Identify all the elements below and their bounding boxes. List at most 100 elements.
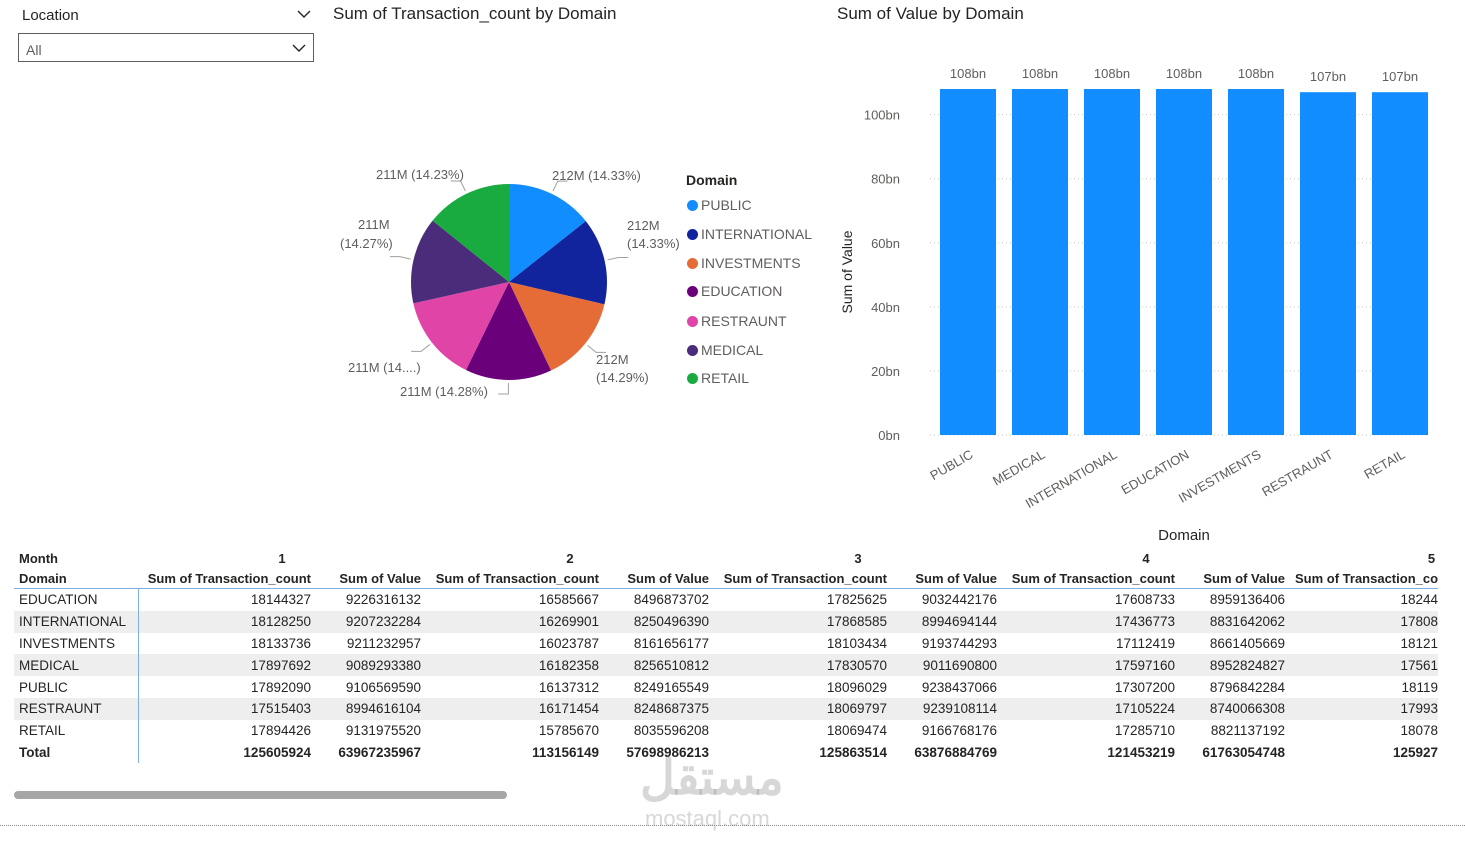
pie-leader-line xyxy=(552,180,568,192)
legend-item-medical[interactable]: MEDICAL xyxy=(687,342,763,358)
matrix-cell: 8035596208 xyxy=(633,723,709,739)
matrix-cell: 9239108114 xyxy=(892,697,1002,720)
matrix-total-cell: 125605924 xyxy=(243,744,311,760)
page-divider xyxy=(0,825,1465,826)
y-axis-title: Sum of Value xyxy=(839,230,855,313)
matrix-cell: 9226316132 xyxy=(345,592,421,608)
matrix-cell: 18144327 xyxy=(250,592,311,608)
bar-public[interactable] xyxy=(940,89,996,435)
watermark-url: mostaql.com xyxy=(645,806,770,831)
table-row[interactable]: MEDICAL 17897692 9089293380 16182358 8256510… xyxy=(14,654,1444,677)
x-tick-label: RETAIL xyxy=(1361,447,1407,482)
y-tick-label: 60bn xyxy=(871,236,900,251)
bar-investments[interactable] xyxy=(1228,89,1284,435)
legend-item-restraunt[interactable]: RESTRAUNT xyxy=(687,313,787,329)
matrix-cell: 17597160 xyxy=(1002,654,1180,677)
bar-chart-title: Sum of Value by Domain xyxy=(837,4,1024,23)
matrix-total-cell: 61763054748 xyxy=(1202,744,1285,760)
legend-label: EDUCATION xyxy=(701,283,783,299)
matrix-cell: 17436773 xyxy=(1002,610,1180,633)
pie-slice-investments[interactable] xyxy=(509,282,605,371)
watermark-logo: مستقل xyxy=(640,752,784,805)
matrix-cell: 17608733 xyxy=(1114,592,1175,608)
legend-item-international[interactable]: INTERNATIONAL xyxy=(687,226,812,242)
legend-item-investments[interactable]: INVESTMENTS xyxy=(687,255,801,271)
bar-medical[interactable] xyxy=(1012,89,1068,435)
matrix-cell: 18133736 xyxy=(250,635,311,651)
matrix-cell: 17808 xyxy=(1290,610,1444,633)
location-dropdown[interactable]: All xyxy=(18,33,314,62)
legend-item-public[interactable]: PUBLIC xyxy=(687,197,752,213)
matrix-cell: 9166768176 xyxy=(921,723,997,739)
matrix-cell: 18103434 xyxy=(826,635,887,651)
pie-leader-line xyxy=(389,256,411,260)
bar-retail[interactable] xyxy=(1372,92,1428,435)
pie-slice-education[interactable] xyxy=(465,282,552,380)
bar-restraunt[interactable] xyxy=(1300,92,1356,435)
pie-slice-retail[interactable] xyxy=(432,184,509,282)
bar-chart[interactable]: 0bn 20bn 40bn 60bn 80bn 100bn Sum of Value Doma… xyxy=(830,30,1450,550)
pie-slice-restraunt[interactable] xyxy=(413,282,509,371)
pie-legend-title: Domain xyxy=(686,172,738,188)
table-row[interactable]: RESTRAUNT 17515403 8994616104 16171454 82486… xyxy=(14,697,1444,720)
matrix-row-domain: RETAIL xyxy=(14,719,139,742)
bar-data-label: 108bn xyxy=(1094,66,1130,81)
table-row[interactable]: EDUCATION 18144327 9226316132 16585667 84968… xyxy=(14,588,1443,611)
table-row[interactable]: PUBLIC 17892090 9106569590 16137312 82491655… xyxy=(14,676,1443,698)
pie-slice-medical[interactable] xyxy=(411,220,509,304)
matrix-month-header: 3 xyxy=(854,550,862,566)
matrix-cell: 9011690800 xyxy=(892,654,1002,677)
matrix-cell: 16171454 xyxy=(426,697,604,720)
legend-dot-icon xyxy=(687,315,698,327)
matrix-cell: 16182358 xyxy=(426,654,604,677)
legend-label: RESTRAUNT xyxy=(701,313,787,329)
matrix-cell: 8496873702 xyxy=(633,592,709,608)
pie-leader-line xyxy=(498,382,509,395)
pie-label-international-value: 212M xyxy=(627,218,660,233)
pie-label-medical-percent: (14.27%) xyxy=(340,236,393,251)
matrix-cell: 8831642062 xyxy=(1180,610,1290,633)
matrix-cell: 16023787 xyxy=(538,635,599,651)
pie-label-public: 212M (14.33%) xyxy=(552,168,641,183)
x-tick-label: PUBLIC xyxy=(927,447,975,483)
horizontal-scrollbar-thumb[interactable] xyxy=(14,791,507,799)
matrix-row-domain: RESTRAUNT xyxy=(14,697,139,720)
table-row[interactable]: INVESTMENTS 18133736 9211232957 16023787 816… xyxy=(14,632,1443,655)
table-row[interactable]: INTERNATIONAL 18128250 9207232284 16269901 8… xyxy=(14,610,1444,633)
matrix-cell: 17825625 xyxy=(826,592,887,608)
pie-slice-international[interactable] xyxy=(509,221,607,305)
matrix-total-cell: 63967235967 xyxy=(338,744,421,760)
matrix-month-header: 4 xyxy=(1142,550,1150,566)
legend-item-education[interactable]: EDUCATION xyxy=(687,283,782,299)
matrix-cell: 17993 xyxy=(1290,697,1444,720)
legend-label: INTERNATIONAL xyxy=(701,226,812,242)
matrix-month-header: 2 xyxy=(566,550,574,566)
legend-item-retail[interactable]: RETAIL xyxy=(687,370,749,386)
matrix-cell: 17894426 xyxy=(250,723,311,739)
matrix-total-cell: 63876884769 xyxy=(914,744,997,760)
matrix-cell: 17892090 xyxy=(250,679,311,695)
matrix-cell: 17561 xyxy=(1290,654,1444,677)
slicer-collapse-chevron-icon[interactable] xyxy=(296,6,312,22)
matrix-cell: 9131975520 xyxy=(345,723,421,739)
x-tick-label: INVESTMENTS xyxy=(1176,446,1264,505)
pie-chart[interactable] xyxy=(330,150,690,410)
pie-leader-line xyxy=(607,257,629,261)
pie-label-investments-percent: (14.29%) xyxy=(596,370,649,385)
matrix-row-domain: INVESTMENTS xyxy=(14,632,139,655)
matrix-row-domain: MEDICAL xyxy=(14,654,139,677)
matrix-cell: 17307200 xyxy=(1114,679,1175,695)
matrix-cell: 8821137192 xyxy=(1210,723,1285,739)
matrix-cell: 9193744293 xyxy=(921,635,997,651)
legend-dot-icon xyxy=(687,228,698,240)
legend-dot-icon xyxy=(687,199,698,211)
legend-dot-icon xyxy=(687,285,698,297)
y-tick-label: 0bn xyxy=(878,428,900,443)
table-row[interactable]: RETAIL 17894426 9131975520 15785670 80355962… xyxy=(14,719,1443,742)
bar-education[interactable] xyxy=(1156,89,1212,435)
matrix-cell: 18128250 xyxy=(138,610,316,633)
bar-international[interactable] xyxy=(1084,89,1140,435)
location-dropdown-value: All xyxy=(26,42,42,58)
pie-slice-public[interactable] xyxy=(509,184,586,282)
matrix-cell: 8952824827 xyxy=(1180,654,1290,677)
